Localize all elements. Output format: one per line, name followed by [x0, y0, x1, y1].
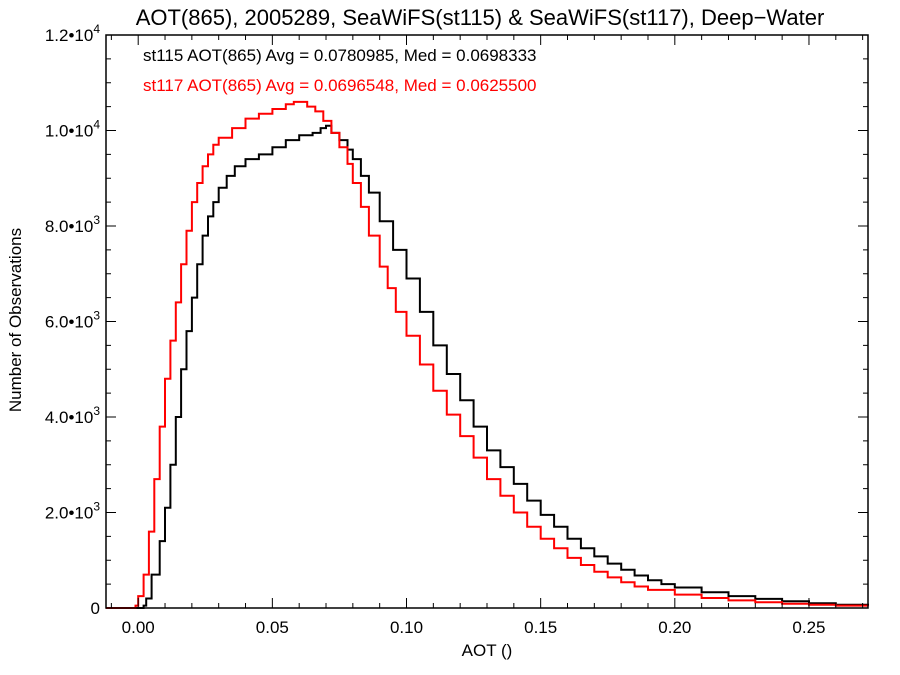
chart-title: AOT(865), 2005289, SeaWiFS(st115) & SeaW… [136, 5, 825, 30]
tick-layer: 0.00 0.05 0.10 0.15 0.20 0.25 0 2.0•103 4.0•103 6… [45, 22, 868, 637]
x-axis-label: AOT () [462, 641, 513, 660]
y-tick-label: 1.0•104 [45, 118, 101, 141]
x-tick-label: 0.05 [256, 618, 289, 637]
plot-frame [105, 34, 869, 609]
x-tick-label: 0.20 [658, 618, 691, 637]
y-tick-label: 0 [91, 599, 100, 618]
y-tick-label: 4.0•103 [45, 404, 101, 427]
series-line-1 [106, 124, 869, 609]
annotation-2: st117 AOT(865) Avg = 0.0696548, Med = 0.… [143, 76, 537, 95]
x-tick-label: 0.15 [524, 618, 557, 637]
series-line-2 [106, 100, 869, 609]
series-layer [106, 100, 869, 609]
annotation-layer: st115 AOT(865) Avg = 0.0780985, Med = 0.… [143, 46, 537, 95]
x-tick-label: 0.25 [792, 618, 825, 637]
x-tick-label: 0.00 [122, 618, 155, 637]
y-axis-label: Number of Observations [6, 228, 25, 412]
x-tick-label: 0.10 [390, 618, 423, 637]
y-tick-label: 8.0•103 [45, 213, 101, 236]
y-tick-label: 1.2•104 [45, 22, 101, 45]
y-tick-label: 2.0•103 [45, 500, 101, 523]
annotation-1: st115 AOT(865) Avg = 0.0780985, Med = 0.… [143, 46, 537, 65]
y-tick-label: 6.0•103 [45, 309, 101, 332]
